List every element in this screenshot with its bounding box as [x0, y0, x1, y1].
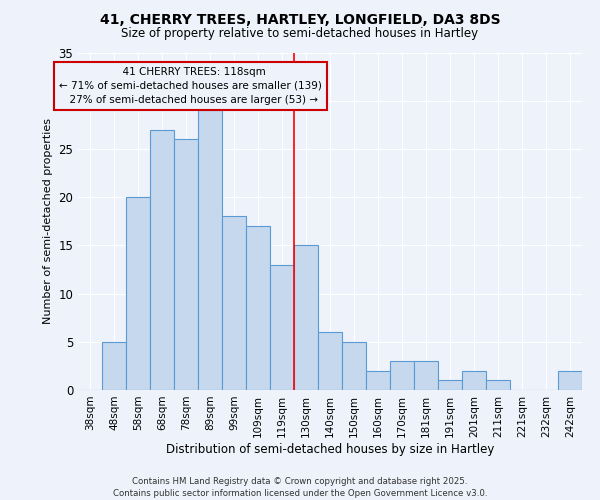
Bar — [246, 226, 270, 390]
Bar — [294, 246, 318, 390]
Bar — [558, 370, 582, 390]
Y-axis label: Number of semi-detached properties: Number of semi-detached properties — [43, 118, 53, 324]
Bar — [318, 332, 342, 390]
Bar — [222, 216, 246, 390]
Bar — [366, 370, 390, 390]
Bar — [414, 361, 438, 390]
Bar — [150, 130, 174, 390]
Text: Contains HM Land Registry data © Crown copyright and database right 2025.
Contai: Contains HM Land Registry data © Crown c… — [113, 476, 487, 498]
Text: 41, CHERRY TREES, HARTLEY, LONGFIELD, DA3 8DS: 41, CHERRY TREES, HARTLEY, LONGFIELD, DA… — [100, 12, 500, 26]
Bar — [486, 380, 510, 390]
Bar — [342, 342, 366, 390]
Bar — [390, 361, 414, 390]
Bar — [198, 110, 222, 390]
Bar — [462, 370, 486, 390]
Bar — [126, 197, 150, 390]
Text: Size of property relative to semi-detached houses in Hartley: Size of property relative to semi-detach… — [121, 28, 479, 40]
Bar — [438, 380, 462, 390]
Bar — [102, 342, 126, 390]
Bar — [270, 264, 294, 390]
X-axis label: Distribution of semi-detached houses by size in Hartley: Distribution of semi-detached houses by … — [166, 442, 494, 456]
Text: 41 CHERRY TREES: 118sqm
← 71% of semi-detached houses are smaller (139)
  27% of: 41 CHERRY TREES: 118sqm ← 71% of semi-de… — [59, 67, 322, 105]
Bar — [174, 140, 198, 390]
